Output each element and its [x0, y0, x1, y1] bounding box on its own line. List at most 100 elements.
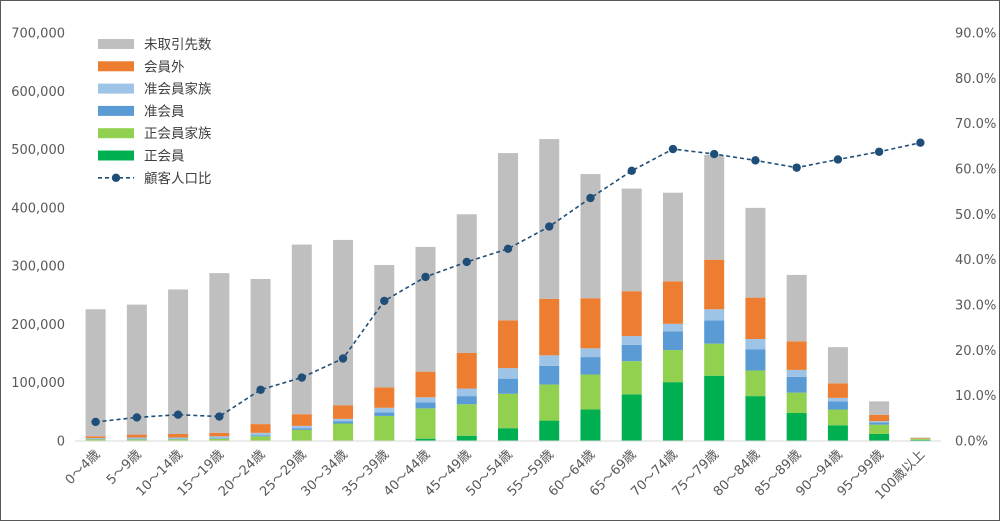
bar-segment [580, 374, 601, 410]
bar-segment [621, 361, 642, 395]
bar-segment [869, 434, 890, 441]
bar-segment [580, 348, 601, 358]
bar-segment [662, 331, 683, 351]
bar-segment [250, 278, 271, 425]
bar-segment [662, 281, 683, 324]
bar-segment [456, 435, 477, 441]
right-tick-label: 30.0% [955, 299, 996, 314]
bar-segment [168, 437, 189, 439]
ratio-point [916, 138, 925, 147]
bar-segment [786, 376, 807, 393]
x-tick-label: 5～9歳 [104, 447, 145, 488]
bar-segment [168, 439, 189, 441]
bar-segment [209, 273, 230, 433]
bar-segment [580, 409, 601, 441]
legend-label: 正会員家族 [144, 125, 212, 142]
bar-segment [539, 365, 560, 385]
right-tick-label: 90.0% [955, 27, 996, 42]
legend-swatch [98, 128, 134, 139]
bar-segment [745, 297, 766, 339]
ratio-point [173, 410, 183, 419]
ratio-point [627, 166, 636, 176]
left-tick-label: 200,000 [11, 318, 65, 333]
bar-segment [621, 291, 642, 337]
bar-segment [333, 423, 354, 441]
bar-segment [374, 387, 395, 408]
x-axis: 0～4歳 5～9歳10～14歳15～19歳20～24歳25～29歳30～34歳35… [63, 447, 928, 503]
bar-segment [415, 408, 436, 439]
bar-segment [250, 432, 271, 436]
ratio-point [297, 373, 307, 382]
bar-segment [704, 309, 725, 321]
bar-segment [580, 357, 601, 375]
ratio-point [380, 296, 389, 306]
bar-segment [869, 424, 890, 435]
right-tick-label: 20.0% [955, 344, 996, 359]
bar-segment [291, 428, 312, 430]
bar-segment [333, 421, 354, 424]
bar-segment [456, 396, 477, 405]
bar-segment [374, 412, 395, 416]
bar-segment [126, 439, 147, 441]
bar-segment [786, 413, 807, 441]
left-y-axis: 0 100,000 200,000 300,000 400,000 500,000 600,… [11, 27, 65, 450]
bar-segment [869, 414, 890, 422]
bar-segment [415, 371, 436, 398]
legend-label: 顧客人口比 [144, 170, 212, 187]
bar-segment [621, 336, 642, 345]
bar-segment [168, 434, 189, 438]
x-tick-label: 0～4歳 [63, 447, 104, 488]
legend-swatch [98, 39, 134, 49]
ratio-point [874, 147, 884, 156]
bar-segment [209, 438, 230, 441]
legend-label: 会員外 [144, 59, 185, 75]
ratio-point [256, 385, 265, 394]
ratio-point [132, 413, 142, 422]
customer-ratio-line [91, 138, 925, 427]
bar-segment [704, 320, 725, 344]
bar-segment [415, 397, 436, 403]
bar-segment [415, 402, 436, 409]
bar-segment [291, 414, 312, 426]
bar-segment [333, 418, 354, 422]
bar-segment [291, 244, 312, 415]
bar-segment [827, 397, 848, 402]
right-tick-label: 10.0% [955, 389, 996, 404]
bar-segment [704, 154, 725, 260]
bar-segment [539, 298, 560, 356]
bar-segment [415, 438, 436, 441]
legend-swatch [98, 83, 134, 94]
bar-segment [745, 370, 766, 397]
right-tick-label: 70.0% [955, 117, 996, 132]
bar-segment [374, 415, 395, 441]
ratio-point [215, 412, 224, 421]
ratio-point [503, 244, 513, 253]
bar-segment [498, 320, 518, 369]
bar-segment [704, 343, 725, 376]
bar-segment [126, 304, 147, 435]
bar-segment [209, 436, 230, 439]
ratio-point [545, 222, 554, 231]
ratio-point [751, 156, 760, 165]
bar-segment [869, 422, 890, 425]
bar-segment [498, 368, 518, 379]
bar-segment [498, 393, 518, 429]
bar-segment [456, 404, 477, 436]
bar-segment [786, 274, 807, 342]
bar-segment [827, 409, 848, 426]
bar-segment [662, 192, 683, 282]
ratio-point [709, 149, 719, 159]
bar-segment [209, 438, 230, 439]
bar-segment [456, 214, 477, 353]
left-tick-label: 300,000 [11, 260, 65, 275]
ratio-point [462, 257, 471, 267]
bar-segment [85, 438, 106, 440]
right-tick-label: 60.0% [955, 163, 996, 178]
bar-segment [662, 382, 683, 441]
bar-segment [85, 438, 106, 439]
bar-segment [786, 369, 807, 377]
legend-label: 准会員 [144, 104, 185, 120]
legend-marker [111, 173, 121, 182]
right-tick-label: 80.0% [955, 72, 996, 87]
